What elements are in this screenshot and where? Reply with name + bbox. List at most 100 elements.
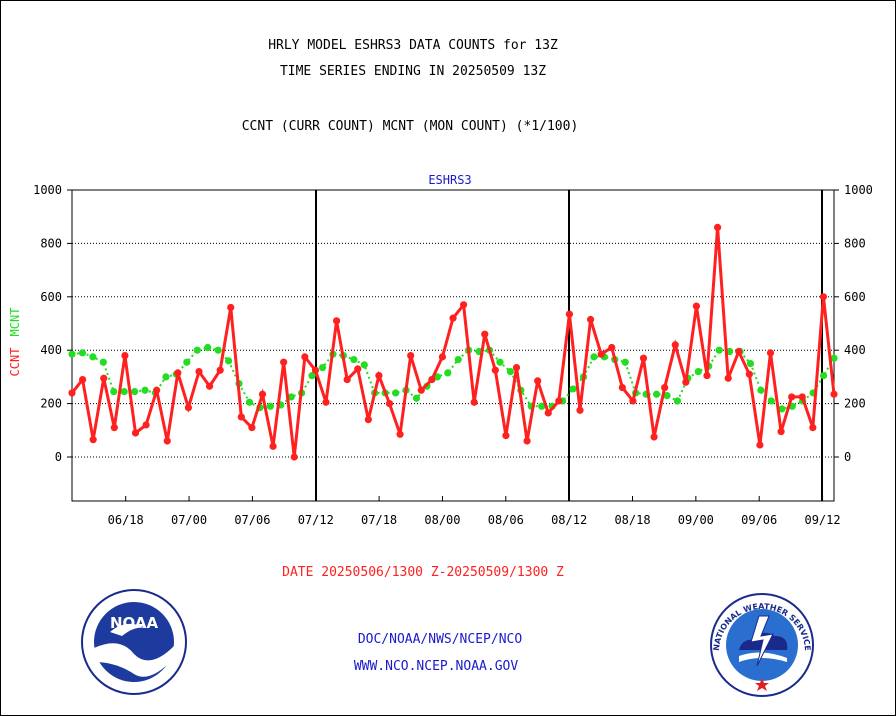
data-point-ccnt [343, 375, 351, 384]
data-point-mcnt [767, 397, 775, 405]
data-point-ccnt [639, 354, 648, 362]
y-axis-label-ccnt: CCNT [8, 348, 22, 377]
data-point-ccnt [142, 421, 150, 429]
data-point-ccnt [417, 386, 425, 394]
y-tick-label-left: 800 [40, 236, 62, 250]
data-point-ccnt [459, 301, 468, 309]
data-point-ccnt [671, 341, 679, 349]
x-tick-label: 08/18 [614, 513, 650, 527]
data-point-ccnt [470, 398, 478, 406]
data-point-ccnt [216, 366, 224, 374]
data-point-mcnt [412, 394, 421, 402]
data-point-ccnt [301, 353, 309, 361]
data-point-ccnt [248, 424, 256, 432]
data-point-mcnt [569, 385, 577, 393]
data-point-mcnt [652, 390, 661, 398]
data-point-mcnt [663, 391, 671, 400]
data-point-ccnt [544, 409, 552, 417]
data-point-ccnt [407, 351, 415, 360]
y-tick-label-left: 600 [40, 290, 62, 304]
data-point-mcnt [715, 346, 723, 354]
data-point-ccnt [523, 437, 531, 445]
x-tick-label: 07/06 [234, 513, 270, 527]
data-point-ccnt [713, 223, 722, 231]
data-point-mcnt [183, 358, 191, 366]
x-tick-label: 08/12 [551, 513, 587, 527]
data-point-mcnt [141, 386, 149, 394]
data-point-mcnt [287, 393, 295, 401]
chart-title-line1: HRLY MODEL ESHRS3 DATA COUNTS for 13Z [268, 38, 558, 53]
data-point-ccnt [237, 413, 245, 421]
x-tick-label: 07/00 [171, 513, 207, 527]
data-point-ccnt [766, 349, 775, 357]
data-point-mcnt [308, 371, 316, 380]
data-point-ccnt [153, 386, 161, 394]
data-point-mcnt [350, 355, 358, 364]
data-point-ccnt [449, 314, 457, 322]
data-point-ccnt [650, 433, 658, 441]
data-point-ccnt [354, 365, 362, 373]
data-point-ccnt [745, 370, 753, 378]
data-point-mcnt [778, 405, 786, 413]
y-axis-label-mcnt: MCNT [8, 308, 22, 337]
noaa-logo-text: NOAA [110, 614, 159, 632]
data-point-ccnt [809, 424, 817, 432]
data-point-ccnt [375, 371, 383, 380]
data-point-mcnt [224, 357, 233, 365]
data-point-ccnt [184, 404, 193, 412]
data-point-mcnt [819, 371, 828, 380]
data-point-mcnt [454, 355, 462, 364]
data-point-ccnt [830, 390, 838, 398]
data-point-mcnt [89, 353, 97, 361]
data-point-ccnt [756, 441, 764, 449]
chart-subtitle: CCNT (CURR COUNT) MCNT (MON COUNT) (*1/1… [241, 119, 579, 134]
data-point-ccnt [163, 437, 171, 445]
data-point-mcnt [391, 389, 400, 397]
y-tick-label-right: 0 [844, 450, 851, 464]
y-tick-label-right: 200 [844, 397, 866, 411]
data-point-ccnt [618, 383, 626, 392]
data-point-ccnt [110, 424, 118, 432]
data-point-mcnt [110, 387, 118, 396]
x-tick-label: 09/06 [741, 513, 777, 527]
data-point-mcnt [214, 346, 222, 354]
data-point-ccnt [512, 363, 521, 372]
series-line-ccnt [70, 227, 836, 458]
data-point-mcnt [204, 343, 212, 352]
data-point-ccnt [227, 303, 235, 312]
data-point-ccnt [258, 390, 267, 398]
data-point-mcnt [496, 358, 504, 366]
data-point-mcnt [360, 361, 368, 369]
x-tick-label: 09/12 [804, 513, 840, 527]
data-point-ccnt [534, 377, 542, 385]
data-point-ccnt [481, 330, 489, 338]
data-point-ccnt [608, 343, 616, 352]
url-link[interactable]: WWW.NCO.NCEP.NOAA.GOV [353, 659, 519, 674]
data-point-ccnt [78, 375, 87, 384]
data-point-ccnt [269, 442, 277, 450]
data-point-ccnt [280, 358, 288, 366]
data-point-mcnt [266, 402, 274, 410]
data-point-mcnt [621, 358, 629, 366]
noaa-logo: NOAA [81, 589, 187, 695]
x-tick-label: 07/12 [298, 513, 334, 527]
data-point-ccnt [89, 436, 97, 444]
data-point-ccnt [121, 351, 129, 360]
data-point-mcnt [131, 387, 139, 396]
data-point-ccnt [100, 374, 108, 382]
data-point-ccnt [682, 378, 690, 386]
data-point-mcnt [694, 367, 702, 376]
data-point-ccnt [290, 453, 298, 461]
data-point-mcnt [99, 358, 107, 366]
plot-area-border [71, 189, 835, 502]
data-point-ccnt [798, 393, 806, 401]
data-point-mcnt [120, 387, 128, 396]
data-point-ccnt [502, 432, 510, 440]
y-tick-label-left: 400 [40, 343, 62, 357]
y-tick-label-right: 400 [844, 343, 866, 357]
y-tick-label-right: 1000 [844, 183, 873, 197]
data-point-ccnt [788, 393, 796, 401]
x-tick-label: 07/18 [361, 513, 397, 527]
data-point-ccnt [777, 428, 785, 436]
